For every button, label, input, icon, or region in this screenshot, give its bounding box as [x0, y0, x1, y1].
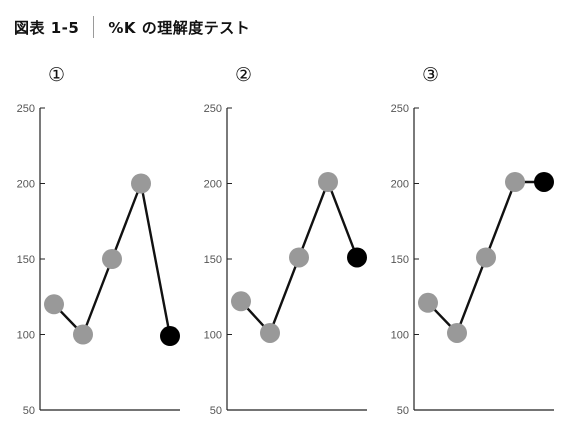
data-point: [347, 247, 367, 268]
panel-label: ①: [48, 64, 65, 86]
y-tick-label: 250: [17, 103, 35, 115]
y-tick-label: 150: [204, 254, 222, 266]
data-point: [131, 173, 151, 194]
header-separator: [93, 16, 95, 38]
y-tick-label: 250: [204, 103, 222, 115]
data-point: [534, 171, 554, 192]
data-point: [44, 294, 64, 315]
data-point: [476, 247, 496, 268]
chart-panel-2: ② 250 200 150 100 50: [204, 64, 367, 417]
figure-title: %K の理解度テスト: [108, 18, 251, 37]
data-point: [160, 326, 180, 347]
y-tick-label: 50: [210, 405, 222, 417]
panel-label: ③: [422, 64, 439, 86]
data-point: [289, 247, 309, 268]
data-point: [505, 171, 525, 192]
panel-label: ②: [235, 64, 252, 86]
y-tick-label: 200: [17, 179, 35, 191]
y-tick-label: 250: [391, 103, 409, 115]
y-tick-label: 100: [391, 330, 409, 342]
y-tick-label: 150: [17, 254, 35, 266]
data-point: [102, 249, 122, 269]
data-point: [447, 322, 467, 343]
chart-panel-3: ③ 250 200 150 100 50: [391, 64, 554, 417]
y-tick-label: 50: [397, 405, 409, 417]
data-point: [318, 171, 338, 192]
y-tick-label: 100: [204, 330, 222, 342]
data-point: [73, 324, 93, 345]
figure-header: 図表 1-5 %K の理解度テスト: [14, 16, 250, 38]
figure-number: 図表 1-5: [14, 18, 80, 37]
y-tick-label: 50: [23, 405, 35, 417]
data-point: [260, 322, 280, 343]
y-tick-label: 100: [17, 330, 35, 342]
y-tick-label: 200: [204, 179, 222, 191]
y-tick-label: 150: [391, 254, 409, 266]
y-tick-label: 200: [391, 179, 409, 191]
chart-panel-1: ① 250 200 150 100 50: [17, 64, 180, 417]
data-point: [418, 292, 438, 313]
data-point: [231, 291, 251, 312]
